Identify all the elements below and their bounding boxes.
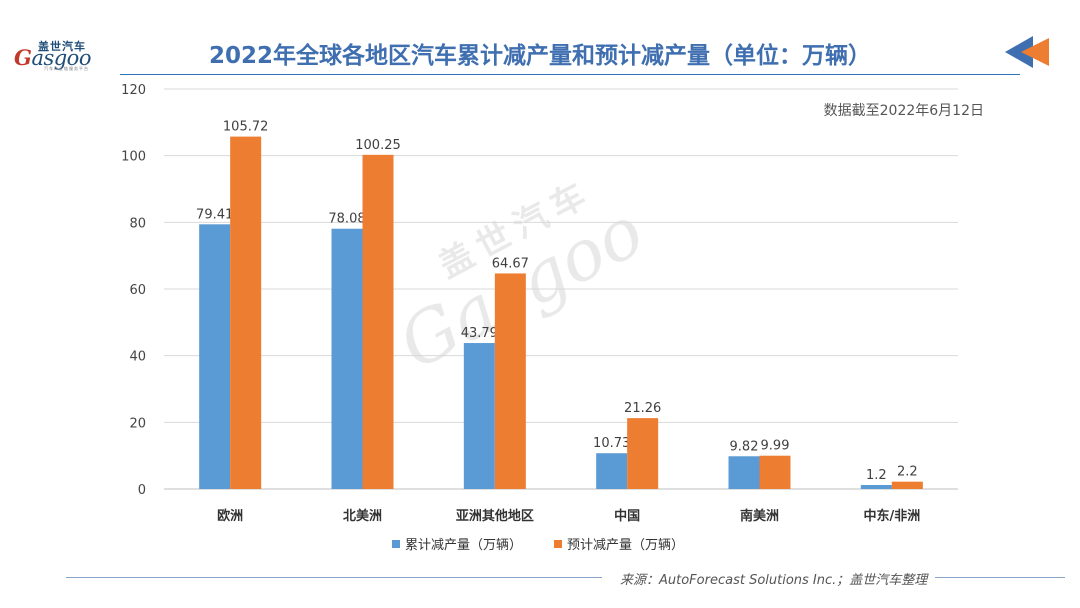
data-label-cumulative: 1.2 xyxy=(866,468,887,483)
legend-item-cumulative: 累计减产量（万辆） xyxy=(392,534,522,553)
title-divider xyxy=(120,74,1020,75)
data-label-cumulative: 9.82 xyxy=(730,439,759,454)
legend-label-cumulative: 累计减产量（万辆） xyxy=(405,538,523,553)
bar-cumulative xyxy=(728,456,760,489)
data-label-cumulative: 79.41 xyxy=(196,207,233,222)
y-tick-label: 80 xyxy=(129,216,146,231)
logo-wordmark: Gasgoo xyxy=(14,45,91,70)
bar-cumulative xyxy=(463,343,495,489)
data-label-forecast: 21.26 xyxy=(624,401,661,416)
source-note: 来源：AutoForecast Solutions Inc.；盖世汽车整理 xyxy=(620,573,928,588)
back-arrow-icon[interactable] xyxy=(1003,34,1051,70)
legend-item-forecast: 预计减产量（万辆） xyxy=(554,534,684,553)
data-label-cumulative: 10.73 xyxy=(593,436,630,451)
bar-forecast xyxy=(759,455,791,489)
logo-tagline: 汽车产业链服务平台 xyxy=(44,66,89,71)
x-category-label: 中东/非洲 xyxy=(863,508,920,524)
chart-legend: 累计减产量（万辆） 预计减产量（万辆） xyxy=(392,534,684,553)
bar-chart: 0 20 40 60 80 100 120 79.41 105.72 欧洲 78.08 100.25 北… xyxy=(121,83,958,524)
bar-forecast xyxy=(627,418,659,489)
y-tick-label: 100 xyxy=(121,150,146,165)
logo-chinese-text: 盖世汽车 xyxy=(38,40,86,53)
x-category-label: 南美洲 xyxy=(740,508,779,524)
bar-cumulative xyxy=(860,485,892,489)
page-title: 2022年全球各地区汽车累计减产量和预计减产量（单位：万辆） xyxy=(208,43,871,69)
data-label-forecast: 64.67 xyxy=(492,256,529,271)
footer-divider-right xyxy=(935,577,1065,578)
bar-cumulative xyxy=(596,453,628,489)
x-category-label: 亚洲其他地区 xyxy=(456,508,534,524)
bar-forecast xyxy=(230,136,262,489)
y-tick-label: 0 xyxy=(138,483,146,498)
y-tick-label: 20 xyxy=(129,416,146,431)
x-category-label: 欧洲 xyxy=(217,508,243,524)
legend-swatch-cumulative xyxy=(392,539,400,548)
data-label-forecast: 2.2 xyxy=(897,465,918,480)
bar-cumulative xyxy=(199,224,231,490)
data-label-forecast: 105.72 xyxy=(223,120,269,135)
bar-forecast xyxy=(494,273,526,489)
footer-divider-left xyxy=(66,577,602,578)
data-label-cumulative: 43.79 xyxy=(461,326,498,341)
data-label-forecast: 100.25 xyxy=(355,138,401,153)
x-category-label: 北美洲 xyxy=(343,508,382,524)
y-tick-label: 60 xyxy=(129,283,146,298)
data-label-forecast: 9.99 xyxy=(761,439,790,454)
bar-cumulative xyxy=(331,228,363,489)
gasgoo-logo: 盖世汽车 Gasgoo 汽车产业链服务平台 xyxy=(14,38,114,71)
legend-swatch-forecast xyxy=(554,539,563,548)
data-label-cumulative: 78.08 xyxy=(328,212,365,227)
y-tick-label: 40 xyxy=(129,350,146,365)
x-category-label: 中国 xyxy=(614,508,640,524)
bar-forecast xyxy=(891,481,923,489)
legend-label-forecast: 预计减产量（万辆） xyxy=(567,538,685,553)
y-tick-label: 120 xyxy=(121,83,146,98)
data-date-note: 数据截至2022年6月12日 xyxy=(823,103,984,119)
bar-forecast xyxy=(362,154,394,490)
